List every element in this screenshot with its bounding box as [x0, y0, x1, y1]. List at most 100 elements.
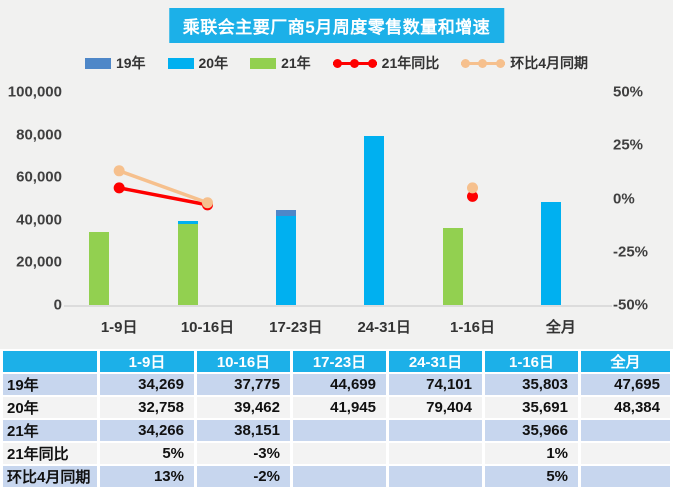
x-axis-category: 1-16日: [449, 319, 496, 336]
table-header-1-16日: 1-16日: [485, 351, 578, 372]
table-cell: 44,699: [293, 374, 386, 395]
table-cell: 5%: [100, 443, 194, 464]
line-segment-环比4月同期: [118, 169, 209, 205]
table-cell: [389, 420, 482, 441]
table-cell: 5%: [485, 466, 578, 487]
table-cell: [581, 443, 670, 464]
legend-item-1[interactable]: 20年: [167, 53, 229, 73]
bar-21年-1-9日: [89, 232, 110, 305]
table-cell: 32,758: [100, 397, 194, 418]
table-row-19年: 19年 34,269 37,775 44,699 74,101 35,803 47,695: [3, 374, 670, 395]
table-header-corner: [3, 351, 97, 372]
y-axis-left-tick: 0: [53, 296, 62, 314]
y-axis-left-tick: 40,000: [16, 211, 62, 229]
bar-21年-1-16日: [442, 228, 463, 305]
table-cell: 38,151: [197, 420, 290, 441]
table-cell: 35,966: [485, 420, 578, 441]
table-cell: [389, 466, 482, 487]
table-cell: -2%: [197, 466, 290, 487]
y-axis-left-tick: 20,000: [16, 253, 62, 271]
row-label: 环比4月同期: [3, 466, 97, 487]
table-header-全月: 全月: [581, 351, 670, 372]
y-axis-left-tick: 100,000: [7, 83, 62, 101]
table-cell: 47,695: [581, 374, 670, 395]
line-point-21年同比-1-9日: [113, 182, 125, 194]
legend-label: 21年: [281, 55, 311, 71]
line-segment-21年同比: [118, 186, 208, 207]
table-row-20年: 20年 32,758 39,462 41,945 79,404 35,691 48,384: [3, 397, 670, 418]
table-cell: 35,803: [485, 374, 578, 395]
legend-label: 环比4月同期: [510, 55, 589, 71]
row-label: 21年: [3, 420, 97, 441]
row-label: 20年: [3, 397, 97, 418]
legend-item-0[interactable]: 19年: [84, 53, 146, 73]
bar-20年-24-31日: [364, 135, 385, 305]
table-header-24-31日: 24-31日: [389, 351, 482, 372]
x-axis-category: 1-9日: [100, 319, 138, 336]
line-point-21年同比-10-16日: [202, 199, 213, 211]
table-row-环比4月同期: 环比4月同期 13% -2% 5%: [3, 466, 670, 487]
legend-label: 20年: [198, 55, 229, 71]
line-point-21年同比-1-16日: [467, 190, 478, 202]
data-table: 1-9日 10-16日 17-23日 24-31日 1-16日 全月 19年 34,269 3…: [0, 349, 673, 489]
legend-label: 19年: [115, 55, 146, 71]
y-axis-left-tick: 80,000: [16, 126, 62, 144]
table-cell: 41,945: [293, 397, 386, 418]
table-cell: [293, 420, 386, 441]
table-cell: [293, 466, 386, 487]
table-cell: 35,691: [485, 397, 578, 418]
legend-swatch-icon: [167, 57, 194, 69]
x-axis-category: 24-31日: [357, 319, 411, 336]
y-axis-right-tick: 25%: [613, 136, 644, 154]
bar-20年-17-23日: [275, 215, 296, 305]
row-label: 19年: [3, 374, 97, 395]
y-axis-right-tick: -50%: [613, 296, 649, 314]
legend-swatch-icon: [250, 57, 277, 69]
table-header-10-16日: 10-16日: [197, 351, 290, 372]
legend-item-3[interactable]: 21年同比: [332, 53, 440, 73]
table-cell: 79,404: [389, 397, 482, 418]
table-cell: 34,266: [100, 420, 194, 441]
table-row-21年: 21年 34,266 38,151 35,966: [3, 420, 670, 441]
line-point-环比4月同期-1-16日: [467, 182, 478, 194]
table-cell: 37,775: [197, 374, 290, 395]
chart-panel: 乘联会主要厂商5月周度零售数量和增速 19年 20年 21年 21年同比 环比4月同期 …: [0, 0, 673, 349]
legend-label: 21年同比: [381, 55, 440, 71]
table-cell: [581, 420, 670, 441]
row-label: 21年同比: [3, 443, 97, 464]
legend-line-marker-icon: [332, 58, 377, 68]
chart-title: 乘联会主要厂商5月周度零售数量和增速: [168, 8, 505, 43]
table-cell: -3%: [197, 443, 290, 464]
table-header-1-9日: 1-9日: [100, 351, 194, 372]
bar-20年-全月: [540, 201, 561, 305]
x-axis-line: [64, 305, 612, 307]
legend-swatch-icon: [84, 57, 111, 69]
line-point-环比4月同期-10-16日: [202, 197, 213, 209]
line-point-环比4月同期-1-9日: [113, 165, 125, 177]
chart-legend: 19年 20年 21年 21年同比 环比4月同期: [0, 52, 673, 74]
table-cell: 34,269: [100, 374, 194, 395]
x-axis-category: 10-16日: [180, 319, 235, 336]
table-header-row: 1-9日 10-16日 17-23日 24-31日 1-16日 全月: [3, 351, 670, 372]
table-cell: 39,462: [197, 397, 290, 418]
y-axis-right-tick: 0%: [613, 190, 635, 207]
legend-line-marker-icon: [461, 58, 506, 68]
table-cell: [389, 443, 482, 464]
x-axis-category: 全月: [545, 319, 576, 336]
bar-21年-10-16日: [177, 223, 198, 305]
x-axis-category: 17-23日: [269, 319, 323, 336]
table-cell: 1%: [485, 443, 578, 464]
table-cell: [293, 443, 386, 464]
table-row-21年同比: 21年同比 5% -3% 1%: [3, 443, 670, 464]
table-cell: 48,384: [581, 397, 670, 418]
table-cell: [581, 466, 670, 487]
table-header-17-23日: 17-23日: [293, 351, 386, 372]
y-axis-right-tick: 50%: [613, 83, 644, 101]
legend-item-4[interactable]: 环比4月同期: [461, 53, 588, 73]
table-cell: 13%: [100, 466, 194, 487]
table-cell: 74,101: [389, 374, 482, 395]
y-axis-right-tick: -25%: [613, 243, 649, 261]
legend-item-2[interactable]: 21年: [250, 53, 311, 73]
table-body: 19年 34,269 37,775 44,699 74,101 35,803 47,695 2…: [3, 374, 670, 487]
